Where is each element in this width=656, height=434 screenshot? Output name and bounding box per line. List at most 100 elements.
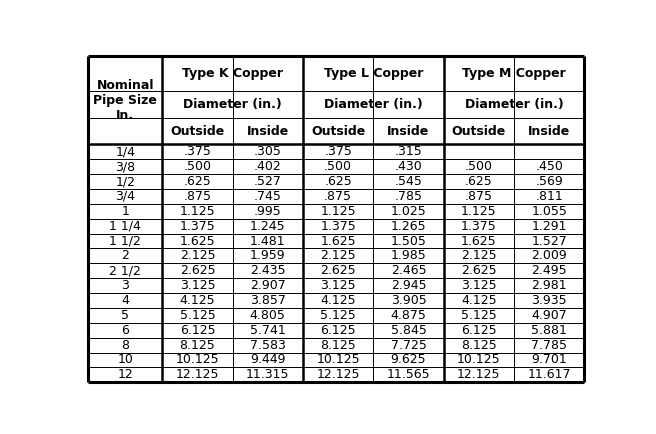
Text: 3: 3	[121, 279, 129, 292]
Text: 1.055: 1.055	[531, 205, 567, 218]
Text: 11.315: 11.315	[246, 368, 289, 381]
Text: 4: 4	[121, 294, 129, 307]
Text: 7.725: 7.725	[390, 339, 426, 352]
Text: Outside: Outside	[452, 125, 506, 138]
Text: Outside: Outside	[311, 125, 365, 138]
Text: 1.245: 1.245	[250, 220, 285, 233]
Text: .375: .375	[324, 145, 352, 158]
Text: 4.125: 4.125	[180, 294, 215, 307]
Text: 2.945: 2.945	[390, 279, 426, 292]
Text: 8: 8	[121, 339, 129, 352]
Text: 1.375: 1.375	[320, 220, 356, 233]
Text: .402: .402	[254, 160, 281, 173]
Text: 12.125: 12.125	[176, 368, 219, 381]
Text: 11.617: 11.617	[527, 368, 571, 381]
Text: 5.125: 5.125	[320, 309, 356, 322]
Text: Type K Copper: Type K Copper	[182, 67, 283, 80]
Text: 7.583: 7.583	[250, 339, 286, 352]
Text: 2.625: 2.625	[461, 264, 497, 277]
Text: 11.565: 11.565	[386, 368, 430, 381]
Text: 1.291: 1.291	[531, 220, 567, 233]
Text: 3/8: 3/8	[115, 160, 135, 173]
Text: 1.481: 1.481	[250, 234, 285, 247]
Text: .305: .305	[254, 145, 281, 158]
Text: .545: .545	[394, 175, 422, 188]
Text: 5.741: 5.741	[250, 324, 285, 337]
Text: 2 1/2: 2 1/2	[110, 264, 141, 277]
Text: 1.375: 1.375	[180, 220, 215, 233]
Text: 1.625: 1.625	[180, 234, 215, 247]
Text: 8.125: 8.125	[180, 339, 215, 352]
Text: 1.025: 1.025	[390, 205, 426, 218]
Text: 6.125: 6.125	[461, 324, 497, 337]
Text: 12.125: 12.125	[316, 368, 360, 381]
Text: 2.981: 2.981	[531, 279, 567, 292]
Text: 2.907: 2.907	[250, 279, 285, 292]
Text: .625: .625	[465, 175, 493, 188]
Text: 2.125: 2.125	[461, 250, 497, 263]
Text: 1: 1	[121, 205, 129, 218]
Text: 9.625: 9.625	[390, 353, 426, 366]
Text: 10.125: 10.125	[316, 353, 360, 366]
Text: Nominal
Pipe Size
In.: Nominal Pipe Size In.	[93, 79, 157, 122]
Text: 6.125: 6.125	[180, 324, 215, 337]
Text: .875: .875	[184, 190, 211, 203]
Text: 1 1/4: 1 1/4	[110, 220, 141, 233]
Text: .745: .745	[254, 190, 281, 203]
Text: 4.125: 4.125	[461, 294, 497, 307]
Text: 5: 5	[121, 309, 129, 322]
Text: 10.125: 10.125	[176, 353, 219, 366]
Text: 5.881: 5.881	[531, 324, 567, 337]
Text: 3.905: 3.905	[390, 294, 426, 307]
Text: .875: .875	[465, 190, 493, 203]
Text: 3/4: 3/4	[115, 190, 135, 203]
Text: 12.125: 12.125	[457, 368, 501, 381]
Text: .625: .625	[324, 175, 352, 188]
Text: 8.125: 8.125	[461, 339, 497, 352]
Text: 9.701: 9.701	[531, 353, 567, 366]
Text: 9.449: 9.449	[250, 353, 285, 366]
Text: Type L Copper: Type L Copper	[323, 67, 423, 80]
Text: 1.625: 1.625	[461, 234, 497, 247]
Text: 1.505: 1.505	[390, 234, 426, 247]
Text: .527: .527	[254, 175, 281, 188]
Text: 1.125: 1.125	[180, 205, 215, 218]
Text: 6: 6	[121, 324, 129, 337]
Text: 1.125: 1.125	[461, 205, 497, 218]
Text: Inside: Inside	[247, 125, 289, 138]
Text: .450: .450	[535, 160, 563, 173]
Text: .785: .785	[394, 190, 422, 203]
Text: 1/4: 1/4	[115, 145, 135, 158]
Text: .569: .569	[535, 175, 563, 188]
Text: 2.125: 2.125	[180, 250, 215, 263]
Text: Type M Copper: Type M Copper	[462, 67, 566, 80]
Text: 4.805: 4.805	[250, 309, 286, 322]
Text: 6.125: 6.125	[320, 324, 356, 337]
Text: 5.845: 5.845	[390, 324, 426, 337]
Text: 12: 12	[117, 368, 133, 381]
Text: Outside: Outside	[171, 125, 224, 138]
Text: Inside: Inside	[528, 125, 570, 138]
Text: 10.125: 10.125	[457, 353, 501, 366]
Text: 1.265: 1.265	[390, 220, 426, 233]
Text: .315: .315	[395, 145, 422, 158]
Text: 1 1/2: 1 1/2	[110, 234, 141, 247]
Text: 3.125: 3.125	[180, 279, 215, 292]
Text: .875: .875	[324, 190, 352, 203]
Text: 2.465: 2.465	[390, 264, 426, 277]
Text: 1/2: 1/2	[115, 175, 135, 188]
Text: 8.125: 8.125	[320, 339, 356, 352]
Text: 3.125: 3.125	[461, 279, 497, 292]
Text: 2.435: 2.435	[250, 264, 285, 277]
Text: Inside: Inside	[387, 125, 430, 138]
Text: .995: .995	[254, 205, 281, 218]
Text: .811: .811	[535, 190, 563, 203]
Text: 2.009: 2.009	[531, 250, 567, 263]
Text: 4.125: 4.125	[320, 294, 356, 307]
Text: 2.625: 2.625	[320, 264, 356, 277]
Text: 1.125: 1.125	[320, 205, 356, 218]
Text: .375: .375	[184, 145, 211, 158]
Text: 2: 2	[121, 250, 129, 263]
Text: Diameter (in.): Diameter (in.)	[464, 98, 564, 111]
Text: Diameter (in.): Diameter (in.)	[183, 98, 282, 111]
